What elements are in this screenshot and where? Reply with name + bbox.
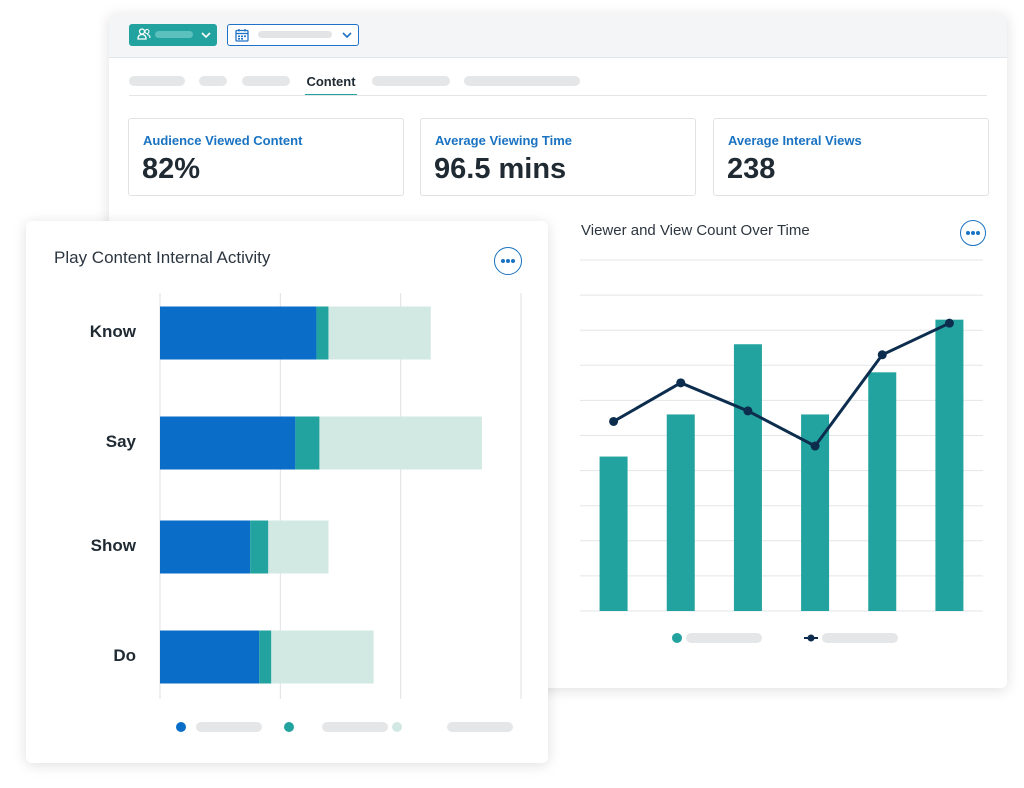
legend-marker <box>807 634 815 642</box>
legend-marker <box>392 722 402 732</box>
date-range-dropdown[interactable] <box>227 24 359 46</box>
tab-placeholder[interactable] <box>464 76 580 86</box>
bar-segment <box>259 630 272 684</box>
legend-marker <box>672 633 682 643</box>
more-options-button[interactable] <box>960 220 986 246</box>
bar-segment <box>328 306 431 360</box>
tab-placeholder[interactable] <box>242 76 290 86</box>
internal-activity-chart <box>159 293 522 732</box>
chart-title: Play Content Internal Activity <box>54 248 271 267</box>
bar <box>733 344 762 611</box>
legend-marker <box>176 722 186 732</box>
line-point <box>810 441 820 451</box>
bar-segment <box>250 520 269 574</box>
tab-placeholder[interactable] <box>372 76 450 86</box>
audience-dropdown[interactable] <box>129 24 217 46</box>
stat-label: Audience Viewed Content <box>143 133 303 148</box>
more-options-icon <box>971 231 975 235</box>
line-series <box>612 321 951 448</box>
tabs-divider <box>129 95 987 96</box>
more-options-icon <box>976 231 980 235</box>
stat-value: 96.5 mins <box>434 153 567 185</box>
dropdown-value-placeholder <box>258 31 332 38</box>
stat-card-internal-views: Average Interal Views 238 <box>713 118 989 196</box>
dropdown-value-placeholder <box>155 31 193 38</box>
viewer-count-chart <box>580 259 983 643</box>
more-options-icon <box>506 259 510 263</box>
tab-placeholder[interactable] <box>129 76 185 86</box>
category-label: Show <box>90 536 136 555</box>
more-options-icon <box>966 231 970 235</box>
bar-segment <box>268 520 329 574</box>
chevron-down-icon <box>201 32 211 39</box>
bar-segment <box>160 520 251 574</box>
stat-card-viewing-time: Average Viewing Time 96.5 mins <box>420 118 696 196</box>
bar <box>935 319 964 611</box>
bar <box>599 456 628 611</box>
more-options-icon <box>501 259 505 263</box>
legend-label-placeholder <box>322 722 388 732</box>
bar-segment <box>316 306 329 360</box>
bar <box>868 372 897 611</box>
tab-placeholder[interactable] <box>199 76 227 86</box>
bar-segment <box>160 416 296 470</box>
bar-segment <box>160 630 260 684</box>
calendar-icon <box>235 29 249 42</box>
legend-label-placeholder <box>196 722 262 732</box>
bar-segment <box>271 630 374 684</box>
category-label: Do <box>113 646 136 665</box>
user-group-icon <box>137 28 151 40</box>
line-point <box>743 406 753 416</box>
line-point <box>609 416 619 426</box>
bar-segment <box>160 306 317 360</box>
category-label: Say <box>105 432 136 451</box>
more-options-button[interactable] <box>494 247 522 275</box>
line-point <box>944 318 954 328</box>
filter-bar <box>109 14 1007 58</box>
chevron-down-icon <box>342 32 352 39</box>
chart-title: Viewer and View Count Over Time <box>581 222 810 239</box>
more-options-icon <box>511 259 515 263</box>
line-point <box>877 350 887 360</box>
category-label: Know <box>89 322 136 341</box>
legend-marker <box>284 722 294 732</box>
bar-segment <box>295 416 320 470</box>
legend-label-placeholder <box>686 633 762 643</box>
bar-segment <box>319 416 482 470</box>
stat-value: 238 <box>727 153 776 185</box>
stat-label: Average Viewing Time <box>435 133 573 148</box>
bar <box>666 414 695 611</box>
line-point <box>676 378 686 388</box>
legend-label-placeholder <box>822 633 898 643</box>
legend-label-placeholder <box>447 722 513 732</box>
stat-label: Average Interal Views <box>728 133 862 148</box>
stat-card-audience-viewed: Audience Viewed Content 82% <box>128 118 404 196</box>
stat-value: 82% <box>142 153 201 185</box>
internal-activity-panel: Play Content Internal Activity Know Say Sh… <box>26 221 548 763</box>
